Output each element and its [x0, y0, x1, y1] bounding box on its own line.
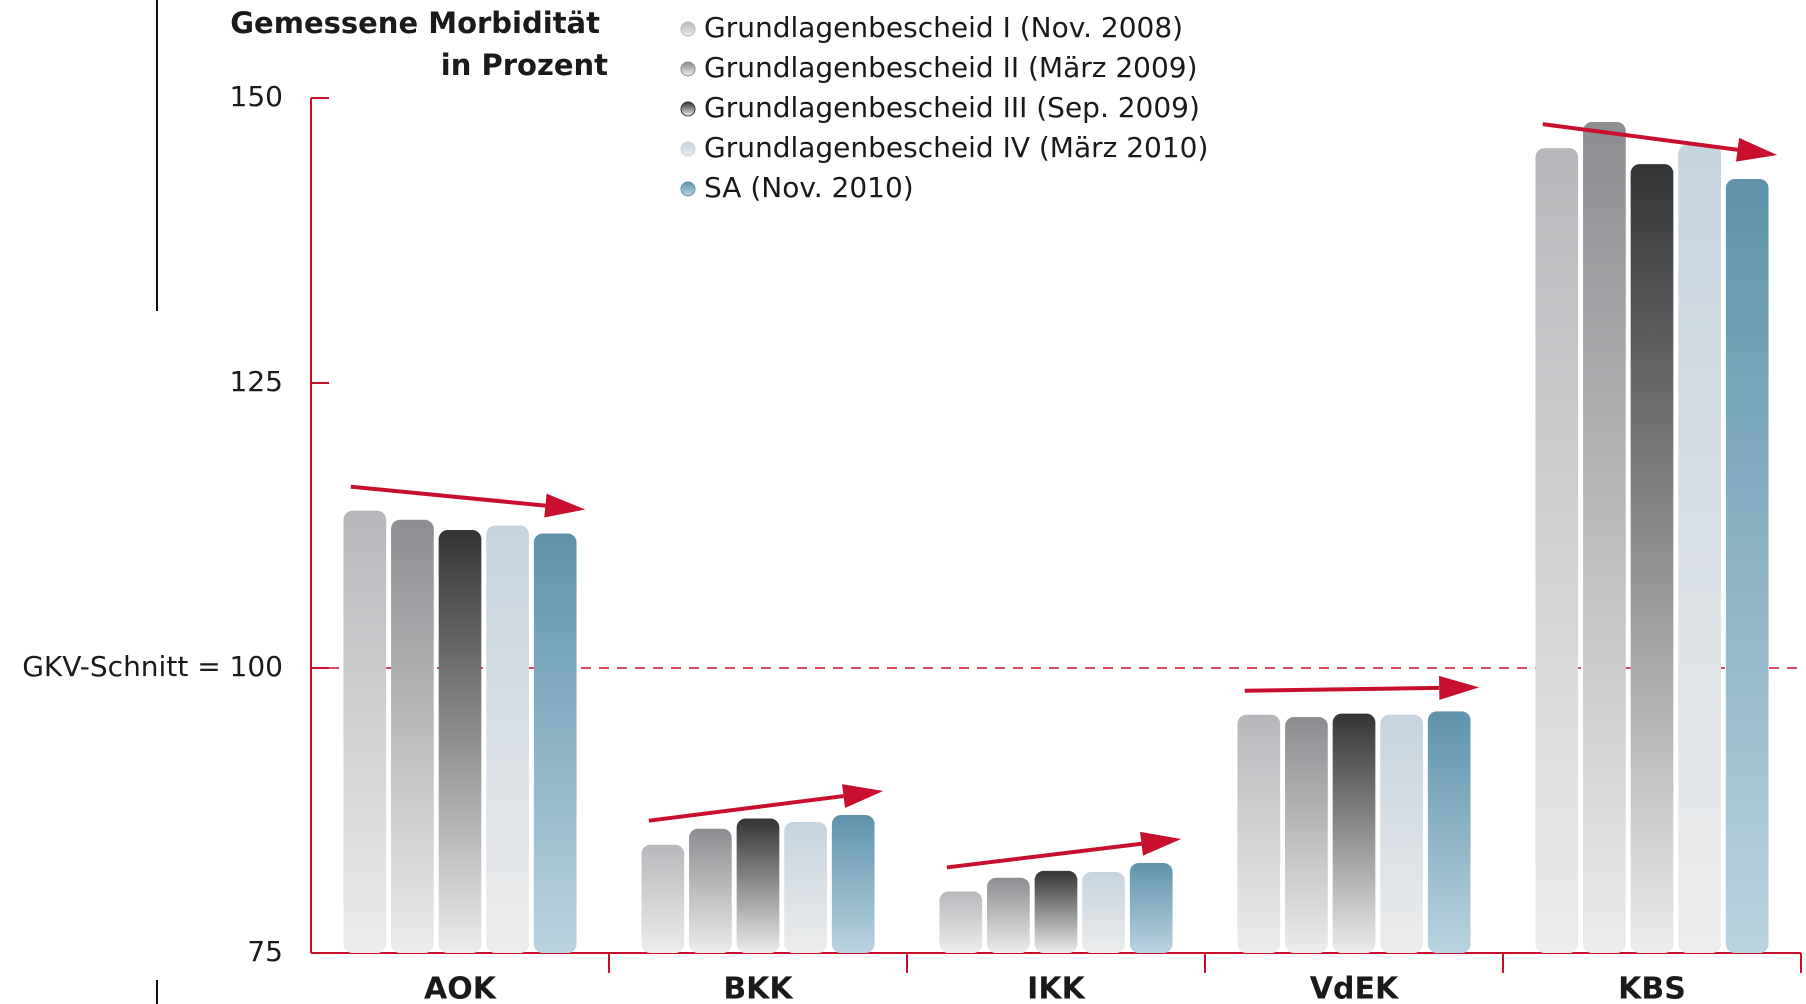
bar [1427, 711, 1471, 953]
bar [1285, 717, 1328, 953]
trend-arrow-head [1140, 831, 1182, 856]
x-tick-label: AOK [424, 972, 498, 1004]
bar [1583, 121, 1626, 953]
bar [784, 821, 827, 953]
legend-label: Grundlagenbescheid III (Sep. 2009) [704, 91, 1200, 124]
trend-arrow-head [1735, 137, 1778, 162]
bar [1725, 178, 1769, 953]
legend-label: Grundlagenbescheid I (Nov. 2008) [704, 11, 1183, 44]
bar [1237, 714, 1281, 953]
bar [1678, 144, 1721, 954]
trend-arrow [1542, 122, 1738, 152]
bar [1332, 713, 1376, 953]
legend-label: Grundlagenbescheid IV (März 2010) [704, 131, 1208, 164]
bar [939, 891, 983, 953]
bar [1380, 714, 1423, 953]
trend-arrow-head [544, 493, 586, 518]
legend-marker [680, 101, 696, 117]
trend-arrow [1244, 685, 1440, 693]
trend-arrow-head [1439, 675, 1480, 700]
bar [1082, 872, 1125, 953]
legend-marker [680, 141, 696, 157]
bar [1535, 148, 1579, 953]
bar [641, 844, 685, 953]
bar [1630, 164, 1674, 953]
legend-marker [680, 181, 696, 197]
y-tick-label: 150 [230, 80, 283, 113]
trend-arrow [350, 484, 546, 508]
bar [391, 519, 434, 953]
legend-marker [680, 21, 696, 37]
trend-arrow-head [842, 784, 884, 808]
trend-arrow [648, 794, 844, 823]
legend-marker [680, 61, 696, 77]
bar [1034, 870, 1078, 953]
x-tick-label: BKK [723, 972, 794, 1004]
bar [987, 877, 1030, 953]
axis-title: Gemessene Morbidität [230, 6, 600, 40]
bar [438, 530, 482, 953]
legend-label: SA (Nov. 2010) [704, 171, 914, 204]
y-tick-label: 125 [230, 365, 283, 398]
axis-title: in Prozent [441, 48, 608, 82]
trend-arrow [946, 841, 1142, 870]
y-tick-label: GKV-Schnitt = 100 [22, 650, 283, 683]
y-tick-label: 75 [247, 935, 283, 968]
x-tick-label: VdEK [1310, 972, 1400, 1004]
bar [1129, 862, 1173, 953]
bar [831, 815, 875, 953]
legend-label: Grundlagenbescheid II (März 2009) [704, 51, 1198, 84]
x-tick-label: IKK [1027, 972, 1086, 1004]
bar [736, 818, 780, 953]
bar [343, 510, 387, 953]
x-tick-label: KBS [1618, 972, 1686, 1004]
bar [486, 525, 529, 953]
bar [533, 533, 577, 953]
bar [689, 828, 732, 953]
